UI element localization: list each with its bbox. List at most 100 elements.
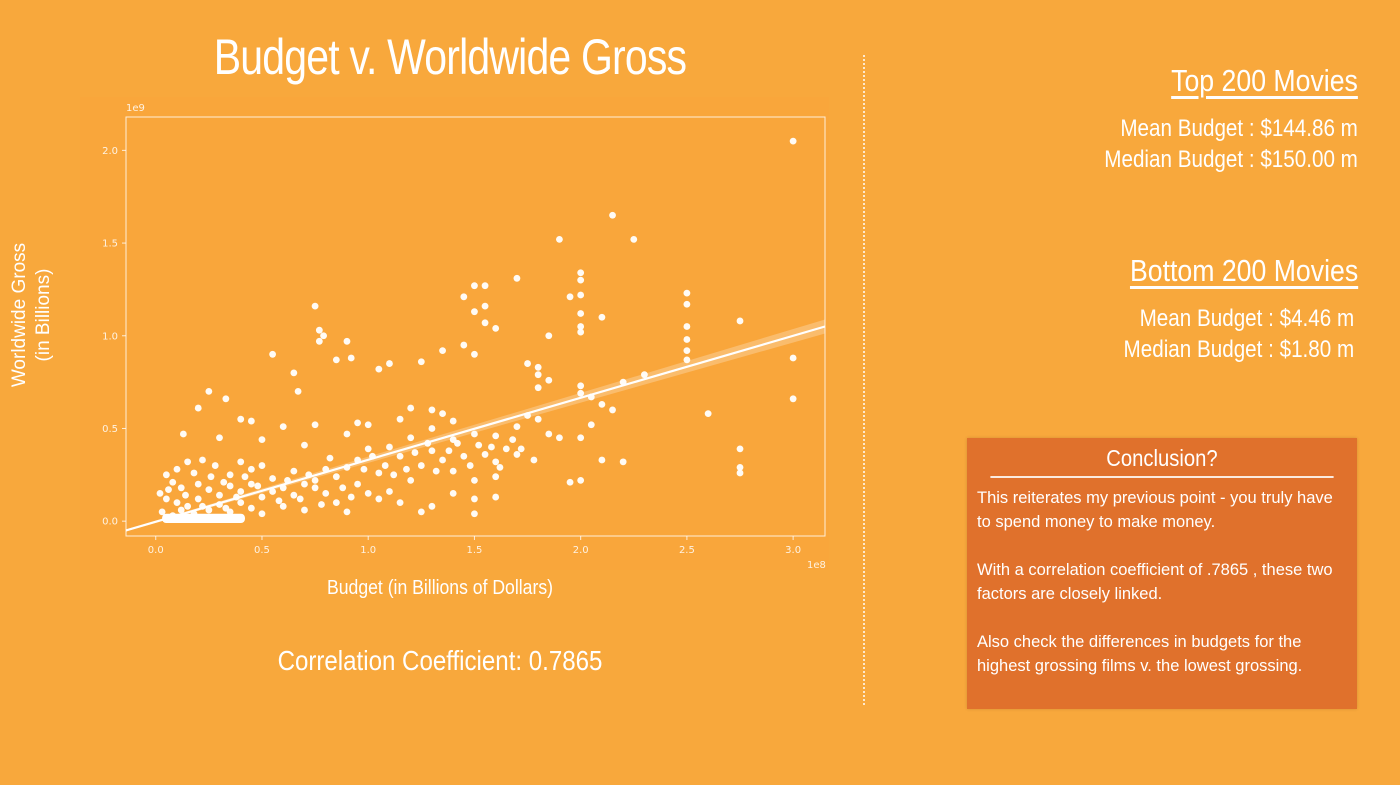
scatter-point [254,482,262,490]
conclusion-paragraph-3: Also check the differences in budgets fo… [977,633,1303,675]
scatter-point [386,443,393,451]
scatter-point [683,336,691,343]
scatter-point [211,462,219,469]
scatter-point [534,415,542,423]
scatter-point [428,502,436,510]
scatter-point [513,423,521,431]
scatter-point [492,324,500,332]
scatter-plot: 0.0 0.5 1.0 1.5 2.0 2.5 3.0 0.0 0.5 1.0 1.5 2.0 1e9 1… [102,103,826,570]
scatter-point [318,501,325,508]
scatter-point [315,337,323,345]
scatter-point [364,445,372,453]
scatter-point [339,484,347,492]
scatter-point [194,495,202,503]
scatter-point [736,445,744,453]
scatter-point [407,404,415,412]
scatter-point [481,302,489,310]
scatter-point [177,506,185,514]
scatter-point [258,493,266,501]
scatter-point [182,491,189,499]
scatter-point [481,319,489,327]
scatter-point [258,462,266,469]
bottom-200-stats: Bottom 200 Movies Mean Budget : $4.46 m … [1086,253,1358,365]
scatter-point [417,462,425,469]
scatter-point [169,478,177,486]
scatter-point [736,464,744,471]
scatter-point [162,471,170,479]
scatter-point [364,421,372,429]
scatter-point [428,447,436,455]
scatter-point [332,473,340,481]
scatter-point [534,363,542,371]
scatter-point [466,462,474,469]
scatter-point [534,371,542,379]
scatter-point [530,456,538,464]
scatter-point [237,458,245,466]
scatter-point [509,436,517,443]
scatter-point [417,508,425,516]
scatter-point [789,137,797,145]
conclusion-paragraph-1: This reiterates my previous point - you … [977,489,1333,531]
scatter-point [375,495,383,503]
x-tick-label: 1.5 [466,545,482,556]
scatter-point [481,451,489,458]
section-divider [863,55,865,705]
scatter-point [471,350,478,358]
scatter-point [683,323,691,330]
scatter-point [226,482,234,490]
scatter-point [471,476,478,484]
scatter-point [577,389,585,397]
scatter-point [354,480,361,488]
y-tick-label: 1.5 [102,239,118,250]
scatter-point [396,499,404,507]
scatter-point [736,469,744,477]
scatter-point [322,489,330,497]
scatter-point [269,350,276,358]
scatter-point [683,347,691,355]
scatter-point [381,462,389,469]
scatter-point [237,499,245,507]
y-tick-label: 0.5 [102,424,118,435]
scatter-point [471,510,478,518]
scatter-point [207,473,215,481]
scatter-point [347,354,355,362]
scatter-point [417,358,425,366]
scatter-point [375,365,383,373]
scatter-point [432,467,440,475]
conclusion-box: Conclusion? This reiterates my previous … [967,438,1357,709]
scatter-point [194,404,202,412]
scatter-point [343,430,351,438]
x-tick-label: 2.0 [573,545,589,556]
scatter-point [407,434,415,442]
x-tick-label: 0.0 [148,545,164,556]
scatter-point [396,452,404,460]
scatter-point [301,480,308,488]
conclusion-title: Conclusion? [990,438,1334,478]
scatter-point [475,441,483,449]
scatter-point [241,473,249,481]
scatter-point [311,476,319,484]
scatter-point [211,514,219,521]
scatter-point [275,497,283,505]
scatter-point [222,504,230,512]
scatter-point [471,430,478,438]
scatter-point [488,443,495,451]
scatter-point [301,441,308,449]
scatter-point [216,491,223,499]
scatter-point [587,421,595,429]
scatter-point [173,499,181,507]
scatter-point [237,415,245,423]
scatter-point [343,508,351,516]
scatter-point [524,360,531,367]
scatter-point [534,384,542,392]
scatter-point [173,465,181,473]
scatter-point [789,354,797,362]
scatter-point [301,506,308,514]
top-200-mean-budget: Mean Budget : $144.86 m [1120,115,1358,142]
scatter-point [545,430,553,438]
scatter-point [222,395,230,403]
scatter-point [205,486,213,494]
scatter-point [566,293,574,301]
scatter-point [162,495,170,503]
scatter-point [290,491,298,499]
